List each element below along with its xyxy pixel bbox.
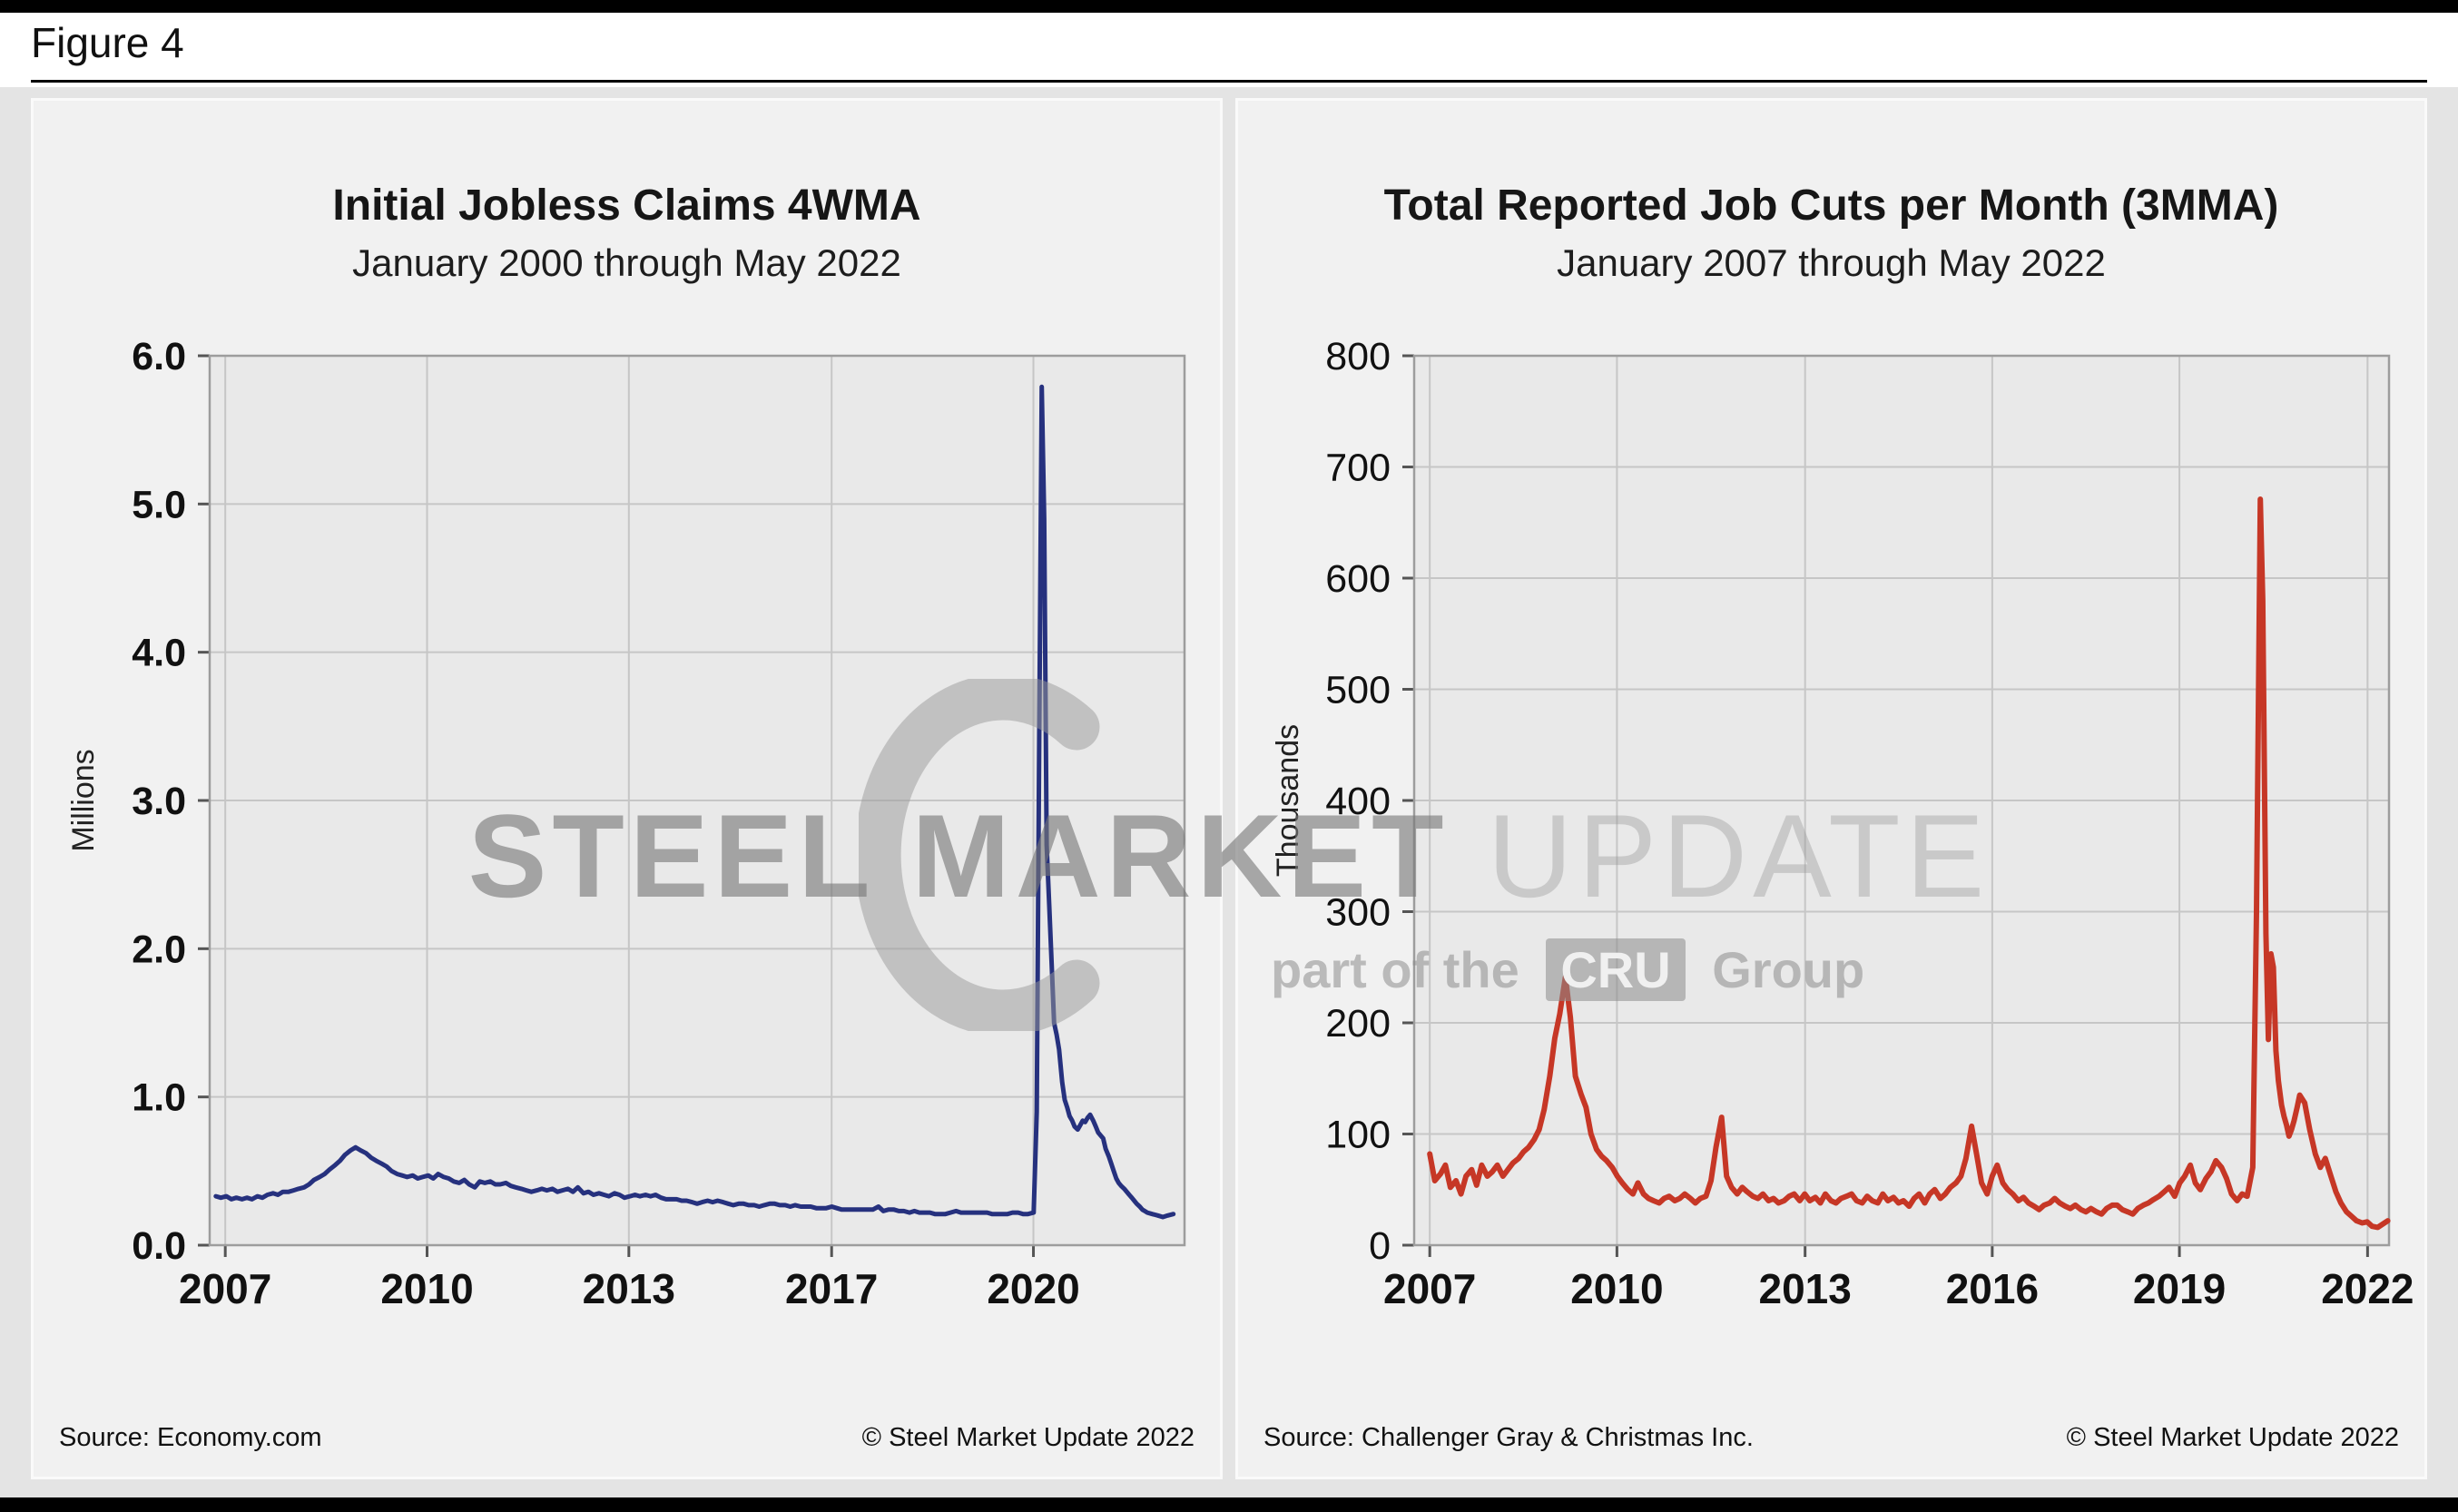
svg-text:5.0: 5.0 xyxy=(132,483,186,526)
svg-text:2017: 2017 xyxy=(785,1265,878,1312)
svg-text:0.0: 0.0 xyxy=(132,1224,186,1268)
svg-text:2013: 2013 xyxy=(1758,1265,1851,1312)
job-cuts-chart: 0 100 200 300 400 500 600 700 800 2007 2010 2013 201… xyxy=(1271,335,2413,1312)
jobless-claims-panel: Initial Jobless Claims 4WMA January 2000… xyxy=(31,98,1223,1479)
svg-text:800: 800 xyxy=(1325,335,1391,378)
svg-text:2016: 2016 xyxy=(1945,1265,2038,1312)
svg-text:0: 0 xyxy=(1369,1224,1391,1268)
svg-text:600: 600 xyxy=(1325,557,1391,601)
source-text: Source: Challenger Gray & Christmas Inc. xyxy=(1263,1423,1754,1452)
svg-text:2010: 2010 xyxy=(1570,1265,1663,1312)
source-text: Source: Economy.com xyxy=(59,1423,322,1452)
svg-text:2.0: 2.0 xyxy=(132,928,186,971)
svg-text:2022: 2022 xyxy=(2321,1265,2413,1312)
svg-text:2007: 2007 xyxy=(1383,1265,1476,1312)
svg-text:2010: 2010 xyxy=(380,1265,473,1312)
svg-text:6.0: 6.0 xyxy=(132,335,186,378)
copyright-text: © Steel Market Update 2022 xyxy=(2066,1423,2399,1452)
figure-rule-divider xyxy=(31,80,2427,83)
copyright-text: © Steel Market Update 2022 xyxy=(861,1423,1195,1452)
svg-text:200: 200 xyxy=(1325,1002,1391,1046)
svg-text:2007: 2007 xyxy=(179,1265,271,1312)
chart-title: Initial Jobless Claims 4WMA xyxy=(332,182,921,230)
jobless-claims-chart: 0.0 1.0 2.0 3.0 4.0 5.0 6.0 2007 2010 2013 2017 202… xyxy=(66,335,1185,1312)
svg-text:400: 400 xyxy=(1325,780,1391,823)
figure-label: Figure 4 xyxy=(31,19,184,66)
svg-text:700: 700 xyxy=(1325,447,1391,490)
chart-subtitle: January 2000 through May 2022 xyxy=(352,241,901,284)
svg-text:2020: 2020 xyxy=(987,1265,1079,1312)
top-border-bar xyxy=(0,0,2458,13)
bottom-border-bar xyxy=(0,1497,2458,1512)
svg-text:Thousands: Thousands xyxy=(1271,724,1305,877)
panels-container: Initial Jobless Claims 4WMA January 2000… xyxy=(31,98,2427,1479)
svg-text:1.0: 1.0 xyxy=(132,1076,186,1120)
svg-text:3.0: 3.0 xyxy=(132,780,186,823)
svg-text:300: 300 xyxy=(1325,891,1391,935)
svg-text:2013: 2013 xyxy=(582,1265,674,1312)
svg-text:2019: 2019 xyxy=(2132,1265,2225,1312)
panel-footer: Source: Economy.com © Steel Market Updat… xyxy=(59,1423,1195,1453)
chart-title: Total Reported Job Cuts per Month (3MMA) xyxy=(1383,182,2279,230)
chart-zone: Initial Jobless Claims 4WMA January 2000… xyxy=(0,87,2458,1497)
svg-text:4.0: 4.0 xyxy=(132,632,186,675)
svg-text:100: 100 xyxy=(1325,1114,1391,1157)
svg-text:Millions: Millions xyxy=(66,749,101,851)
chart-subtitle: January 2007 through May 2022 xyxy=(1557,241,2106,284)
panel-footer: Source: Challenger Gray & Christmas Inc.… xyxy=(1263,1423,2399,1453)
job-cuts-panel: Total Reported Job Cuts per Month (3MMA)… xyxy=(1235,98,2427,1479)
svg-text:500: 500 xyxy=(1325,669,1391,712)
